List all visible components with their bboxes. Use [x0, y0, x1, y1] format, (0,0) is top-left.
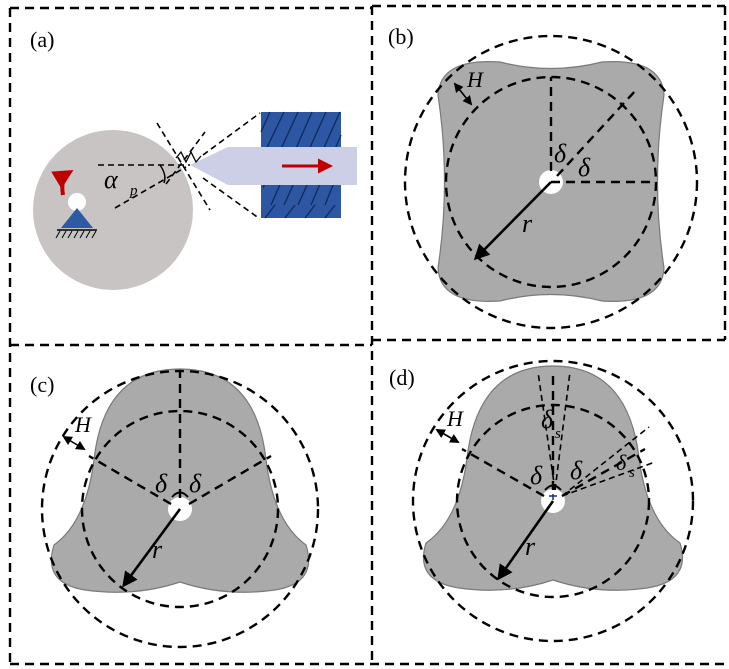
r-label: r	[522, 209, 533, 238]
delta-label-2: δ	[189, 469, 202, 498]
H-label: H	[446, 406, 464, 431]
panel-d: (d) H δ s δ δ δ s r	[389, 359, 695, 643]
r-label: r	[525, 532, 536, 561]
panel-c: (c) H δ δ r	[30, 368, 320, 649]
inner-dashed-circle	[444, 75, 658, 289]
panel-borders	[8, 4, 727, 666]
panel-c-label: (c)	[30, 372, 54, 397]
alpha-symbol: α	[104, 165, 119, 194]
delta-s-subscript: s	[555, 426, 561, 442]
angle-arc	[159, 164, 166, 184]
panel-a-label: (a)	[30, 27, 54, 52]
delta-s-label: δ	[541, 405, 554, 434]
r-label: r	[152, 535, 163, 564]
inner-dashed-circle	[80, 409, 280, 609]
panel-b-label: (b)	[388, 24, 414, 49]
alpha-subscript: p	[129, 183, 138, 199]
inner-dashed-circle	[455, 403, 651, 599]
delta-label-2: δ	[570, 456, 583, 485]
workpiece-disk	[33, 130, 193, 290]
delta-label-1: δ	[155, 469, 168, 498]
pin-support-icon	[55, 208, 97, 239]
delta-s2-label: δ	[616, 450, 627, 475]
panel-b: (b) H δ δ r	[388, 24, 699, 330]
panel-a: (a)	[30, 27, 357, 290]
delta-s2-subscript: s	[629, 465, 635, 481]
tool-bit	[190, 147, 357, 185]
rotation-arrow-icon	[51, 169, 74, 196]
delta-label-1: δ	[554, 139, 567, 168]
outer-dashed-circle	[411, 359, 695, 643]
chatter-zigzag	[175, 150, 202, 164]
H-label: H	[74, 412, 92, 437]
H-label: H	[466, 67, 484, 92]
outer-dashed-circle	[403, 34, 699, 330]
spindle-hole	[68, 193, 86, 211]
delta-label-2: δ	[578, 153, 591, 182]
delta-label-1: δ	[530, 461, 543, 490]
panel-d-label: (d)	[389, 365, 415, 390]
